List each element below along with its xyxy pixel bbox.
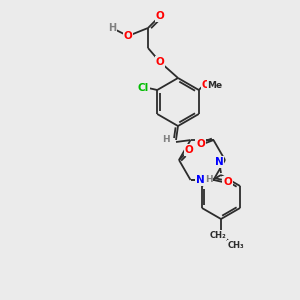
- Text: O: O: [156, 11, 164, 21]
- Text: H: H: [205, 176, 212, 184]
- Text: N: N: [214, 157, 224, 167]
- Text: CH₂: CH₂: [210, 230, 226, 239]
- Text: Cl: Cl: [138, 83, 149, 93]
- Text: H: H: [108, 23, 116, 33]
- Text: O: O: [184, 145, 194, 155]
- Text: N: N: [196, 175, 205, 185]
- Text: O: O: [124, 31, 132, 41]
- Text: O: O: [201, 80, 210, 90]
- Text: CH₃: CH₃: [228, 241, 244, 250]
- Text: O: O: [156, 57, 164, 67]
- Text: O: O: [196, 139, 205, 149]
- Text: H: H: [162, 134, 170, 143]
- Text: Me: Me: [207, 80, 222, 89]
- Text: O: O: [223, 177, 232, 187]
